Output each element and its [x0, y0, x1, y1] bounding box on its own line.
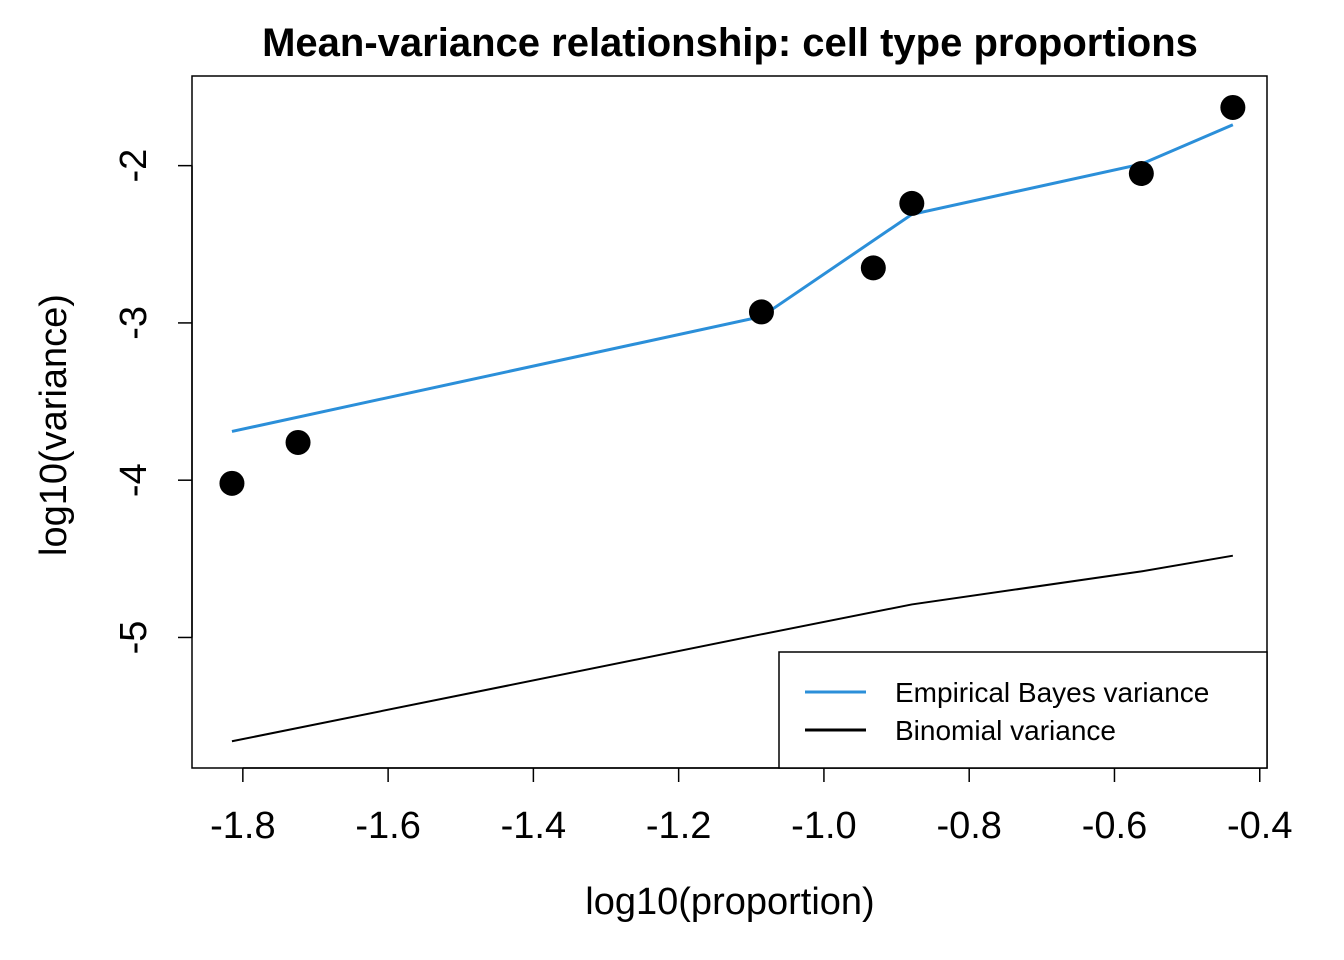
x-axis: -1.8 -1.6 -1.4 -1.2 -1.0 -0.8 -0.6 -0.4 — [210, 767, 1292, 847]
x-tick-label: -0.4 — [1227, 805, 1292, 847]
y-tick-label: -5 — [113, 621, 155, 655]
data-point — [219, 470, 245, 496]
binomial-line — [231, 554, 1234, 743]
legend-label-eb: Empirical Bayes variance — [895, 677, 1209, 708]
data-point — [899, 190, 925, 216]
x-tick-label: -1.6 — [355, 805, 420, 847]
empirical-bayes-line — [231, 123, 1234, 433]
x-axis-label: log10(proportion) — [585, 881, 874, 923]
legend: Empirical Bayes variance Binomial varian… — [778, 651, 1268, 769]
x-tick-label: -0.6 — [1082, 805, 1147, 847]
legend-label-binomial: Binomial variance — [895, 715, 1116, 746]
x-tick-label: -1.4 — [501, 805, 566, 847]
data-points — [219, 94, 1246, 496]
data-point — [1220, 94, 1246, 120]
y-tick-label: -2 — [113, 149, 155, 183]
series-lines — [231, 123, 1234, 743]
y-tick-label: -3 — [113, 306, 155, 340]
y-tick-label: -4 — [113, 463, 155, 497]
data-point — [1128, 161, 1154, 187]
data-point — [748, 299, 774, 325]
y-axis: -5 -4 -3 -2 — [113, 149, 193, 655]
x-tick-label: -1.8 — [210, 805, 275, 847]
data-point — [285, 429, 311, 455]
x-tick-label: -1.0 — [791, 805, 856, 847]
y-axis-label: log10(variance) — [33, 294, 75, 556]
chart-title: Mean-variance relationship: cell type pr… — [262, 21, 1198, 65]
x-tick-label: -0.8 — [936, 805, 1001, 847]
data-point — [860, 255, 886, 281]
x-tick-label: -1.2 — [646, 805, 711, 847]
legend-box — [778, 651, 1268, 769]
